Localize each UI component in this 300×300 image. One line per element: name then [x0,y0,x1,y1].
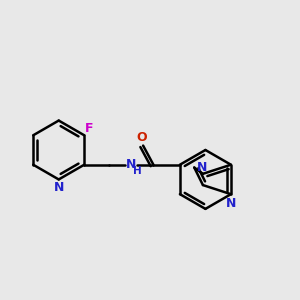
Text: N: N [197,161,208,174]
Text: N: N [226,196,236,209]
Text: F: F [84,122,93,135]
Text: N: N [53,181,64,194]
Text: N: N [126,158,136,171]
Text: H: H [134,166,142,176]
Text: O: O [136,131,147,144]
